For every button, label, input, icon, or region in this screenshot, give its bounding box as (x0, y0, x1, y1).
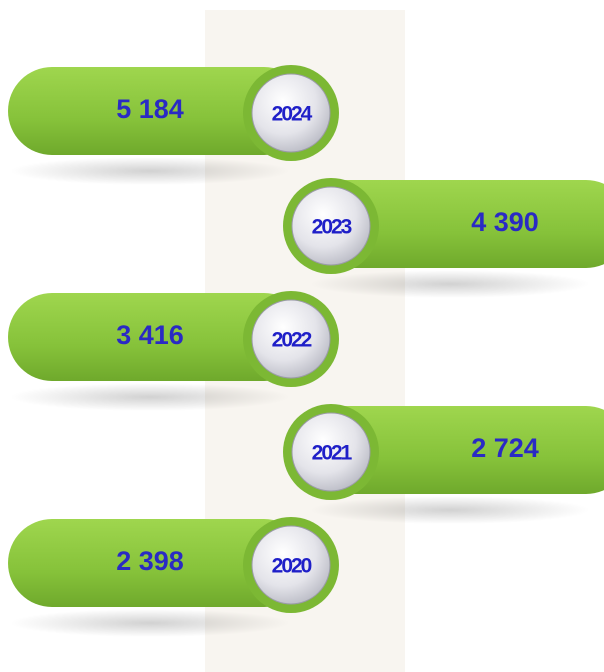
value-label: 4 390 (471, 207, 539, 237)
shadow (10, 609, 290, 637)
year-disc (291, 186, 371, 266)
year-disc (291, 412, 371, 492)
pill (8, 293, 308, 381)
year-disc (251, 525, 331, 605)
shadow (10, 383, 290, 411)
year-label: 2022 (272, 329, 312, 352)
year-label: 2020 (272, 555, 312, 578)
shadow (10, 157, 290, 185)
year-label: 2023 (312, 216, 352, 239)
value-label: 2 398 (116, 546, 184, 576)
timeline-row: 2022 3 416 (8, 291, 339, 411)
shadow (310, 496, 590, 524)
shadow (310, 270, 590, 298)
timeline-row: 2023 4 390 (283, 178, 604, 298)
year-label: 2021 (312, 442, 353, 465)
value-label: 2 724 (471, 433, 539, 463)
value-label: 3 416 (116, 320, 184, 350)
timeline-row: 2021 2 724 (283, 404, 604, 524)
year-disc (251, 299, 331, 379)
pill (8, 67, 308, 155)
timeline-row: 2020 2 398 (8, 517, 339, 637)
year-disc (251, 73, 331, 153)
value-label: 5 184 (116, 94, 184, 124)
pill (8, 519, 308, 607)
timeline-row: 2024 5 184 (8, 65, 339, 185)
year-label: 2024 (272, 103, 313, 126)
